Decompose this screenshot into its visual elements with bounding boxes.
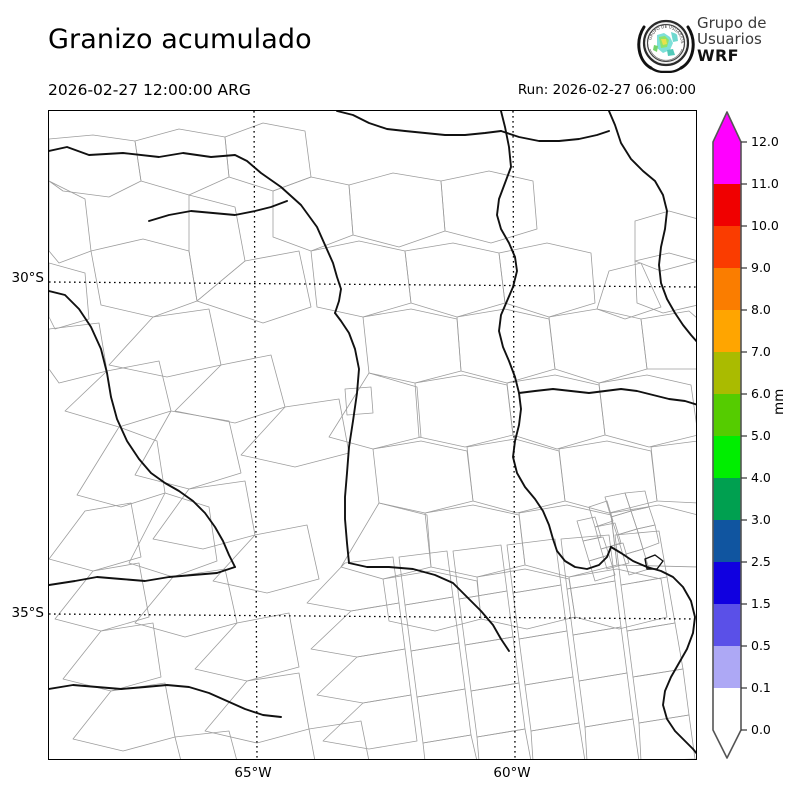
logo-line-1: Grupo de (697, 14, 767, 32)
colorbar-tick-8-0: 8.0 (751, 302, 771, 317)
colorbar-tick-7-0: 7.0 (751, 344, 771, 359)
colorbar-tick-10-0: 10.0 (751, 218, 779, 233)
logo-line-2: Usuarios (697, 30, 762, 48)
colorbar-tick-12-0: 12.0 (751, 134, 779, 149)
colorbar-tick-0-5: 0.5 (751, 638, 771, 653)
province-boundaries (49, 111, 696, 755)
ytick-label-30s: 30°S (11, 270, 45, 286)
page-title: Granizo acumulado (48, 24, 312, 55)
department-boundaries (49, 122, 696, 759)
globe-seal-icon: GRUPO DE USUARIOS (637, 19, 695, 73)
colorbar-tick-3-0: 3.0 (751, 512, 771, 527)
colorbar-tick-0-0: 0.0 (751, 722, 771, 737)
colorbar-tick-6-0: 6.0 (751, 386, 771, 401)
ytick-label-35s: 35°S (11, 605, 45, 621)
map-geometry (49, 111, 696, 759)
colorbar-tick-11-0: 11.0 (751, 176, 779, 191)
colorbar-tick-0-1: 0.1 (751, 680, 771, 695)
colorbar-tick-2-5: 2.5 (751, 554, 771, 569)
logo-line-3: WRF (697, 46, 739, 65)
colorbar-tick-1-5: 1.5 (751, 596, 771, 611)
xtick-label-65w: 65°W (234, 765, 272, 781)
logo-text-block: Grupo de Usuarios WRF (697, 16, 767, 64)
wrf-user-group-logo: GRUPO DE USUARIOS Grupo de Usuarios WRF (637, 13, 797, 75)
graticule (49, 111, 696, 759)
colorbar-tick-9-0: 9.0 (751, 260, 771, 275)
valid-time-label: 2026-02-27 12:00:00 ARG (48, 81, 251, 99)
colorbar[interactable]: 12.0 11.0 10.0 9.0 8.0 7.0 6.0 5.0 4.0 3.0 2.5 1.5 0… (712, 110, 779, 760)
colorbar-gradient (712, 111, 747, 759)
map-axes[interactable] (48, 110, 697, 760)
colorbar-tick-5-0: 5.0 (751, 428, 771, 443)
colorbar-unit-label: mm (771, 388, 787, 415)
model-run-label: Run: 2026-02-27 06:00:00 (517, 82, 696, 98)
colorbar-tick-4-0: 4.0 (751, 470, 771, 485)
xtick-label-60w: 60°W (493, 765, 531, 781)
